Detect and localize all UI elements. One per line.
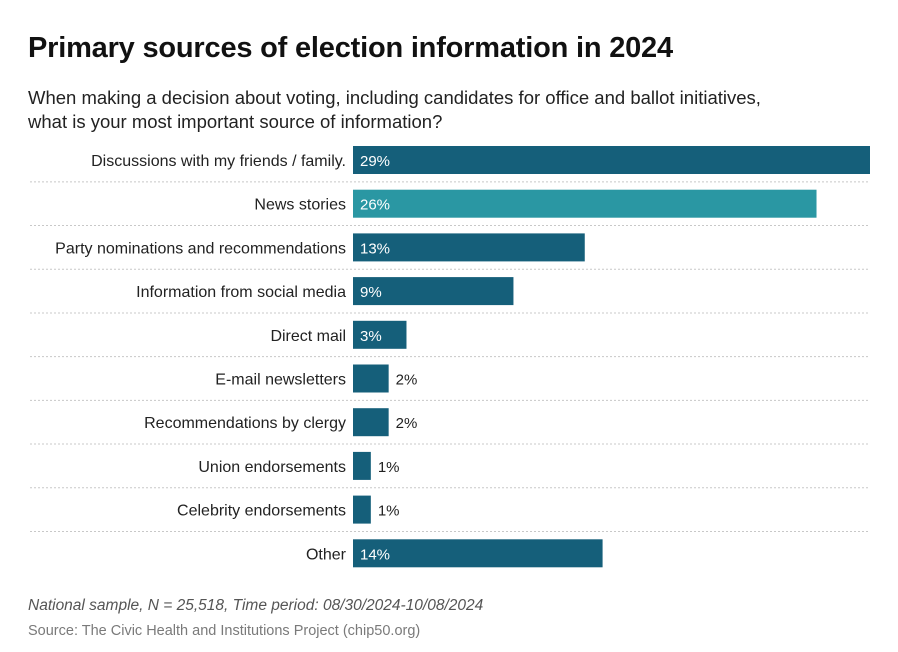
bar-chart: Discussions with my friends / family. 29%… — [30, 146, 870, 568]
bar-3 — [353, 277, 514, 306]
value-label-3: 9% — [360, 284, 382, 301]
category-label-2: Party nominations and recommendations — [55, 240, 346, 257]
bar-5 — [353, 364, 389, 393]
value-label-2: 13% — [360, 240, 390, 257]
bar-1 — [353, 189, 817, 218]
category-label-9: Other — [306, 546, 347, 563]
category-label-4: Direct mail — [270, 328, 346, 345]
bar-2 — [353, 233, 585, 262]
value-label-0: 29% — [360, 153, 390, 170]
sample-note: National sample, N = 25,518, Time period… — [28, 597, 484, 614]
value-label-4: 3% — [360, 328, 382, 345]
value-label-1: 26% — [360, 197, 390, 214]
category-label-8: Celebrity endorsements — [177, 503, 346, 520]
value-label-5: 2% — [396, 372, 418, 389]
bar-9 — [353, 539, 603, 568]
bar-7 — [353, 451, 371, 480]
category-label-3: Information from social media — [136, 284, 346, 301]
value-label-7: 1% — [378, 459, 400, 476]
source-credit: Source: The Civic Health and Institution… — [28, 623, 421, 639]
value-label-8: 1% — [378, 503, 400, 520]
category-label-1: News stories — [254, 197, 346, 214]
subtitle-line-2: what is your most important source of in… — [28, 111, 443, 132]
category-label-5: E-mail newsletters — [215, 372, 346, 389]
category-label-6: Recommendations by clergy — [144, 415, 346, 432]
category-label-7: Union endorsements — [198, 459, 346, 476]
value-label-6: 2% — [396, 415, 418, 432]
category-label-0: Discussions with my friends / family. — [91, 153, 346, 170]
bar-8 — [353, 495, 371, 524]
chart-title: Primary sources of election information … — [28, 32, 673, 64]
bar-4 — [353, 320, 407, 349]
value-label-9: 14% — [360, 546, 390, 563]
chart-subtitle: When making a decision about voting, inc… — [28, 86, 868, 134]
bar-6 — [353, 408, 389, 437]
bar-0 — [353, 146, 870, 174]
subtitle-line-1: When making a decision about voting, inc… — [28, 87, 761, 108]
